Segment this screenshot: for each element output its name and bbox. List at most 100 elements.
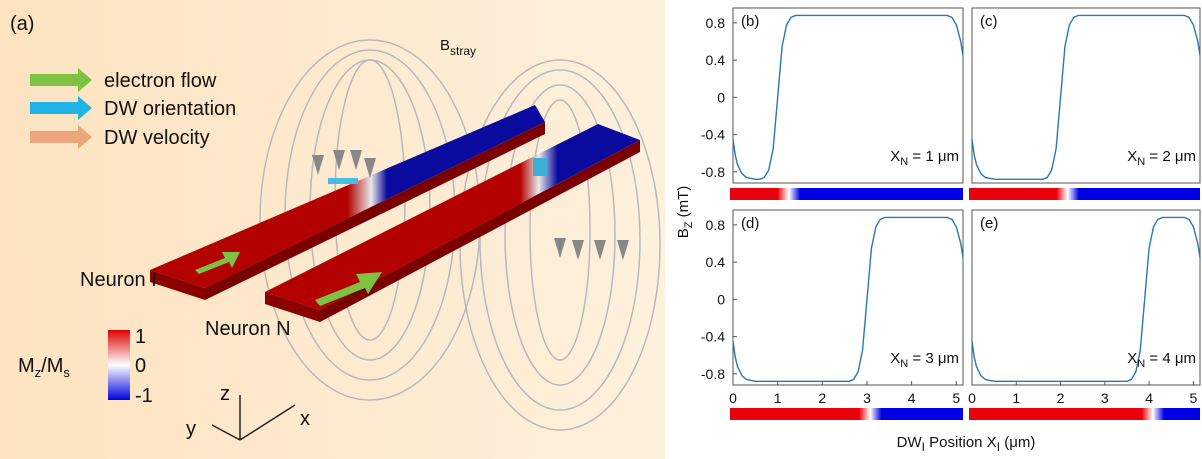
magnetization-strip xyxy=(969,188,1200,200)
data-line xyxy=(732,14,964,180)
label-part: (mT) xyxy=(675,186,692,222)
field-cones xyxy=(312,150,629,260)
y-tick-label: 0.8 xyxy=(706,217,726,233)
plot-frame xyxy=(971,7,1201,184)
stray-label: Bstray xyxy=(440,37,476,58)
x-tick-label: 0 xyxy=(729,390,737,406)
x-tick-label: 2 xyxy=(1057,390,1065,406)
label-part: = 1 μm xyxy=(908,148,959,165)
axis-letter: y xyxy=(186,418,196,440)
annotation: XN = 3 μm xyxy=(890,350,959,370)
y-tick-label: 0 xyxy=(717,291,725,307)
legend-label: DW velocity xyxy=(104,127,210,149)
label-part: M xyxy=(18,355,35,377)
x-axis-label: DWI Position XI (μm) xyxy=(897,434,1036,454)
data-line xyxy=(971,14,1201,180)
plot-frame xyxy=(971,209,1201,386)
subplot: 0.8 0.4 0 -0.4 -0.8 (b) XN = 1 μm xyxy=(701,7,964,200)
x-tick-label: 0 xyxy=(968,390,976,406)
legend-label: electron flow xyxy=(104,70,217,92)
colorbar-tick: -1 xyxy=(135,385,153,407)
neuron-i-bar xyxy=(150,105,545,300)
y-tick-label: -0.4 xyxy=(701,329,725,345)
axis-letter: z xyxy=(220,383,230,405)
colorbar-tick: 0 xyxy=(135,355,146,377)
panel-a: (a) Bstray Neuron I Neuron N Mz/Ms 1 0 xyxy=(0,0,665,459)
label-part: z xyxy=(35,365,42,380)
subplot: 0.80.40-0.4-0.80 1 2 3 4 5(d)XN = 3 μm xyxy=(701,209,964,420)
magnetization-strip xyxy=(730,408,963,420)
label-part: I xyxy=(997,440,1000,454)
y-tick-label: -0.8 xyxy=(701,164,725,180)
magnetization-strip xyxy=(730,188,963,200)
x-tick-label: 3 xyxy=(1101,390,1109,406)
magnetization-strip xyxy=(969,408,1200,420)
colorbar xyxy=(108,330,130,400)
label-part: s xyxy=(63,365,70,380)
label-part: N xyxy=(1137,358,1145,370)
y-tick-label: -0.4 xyxy=(701,127,725,143)
label-part: X xyxy=(890,350,900,367)
stray-label-main: B xyxy=(440,37,450,54)
neuron-label: Neuron I xyxy=(80,269,157,291)
y-tick-label: 0 xyxy=(717,89,725,105)
label-part: (μm) xyxy=(1000,434,1035,451)
legend-label: DW orientation xyxy=(104,98,236,120)
y-axis-label: BZ (mT) xyxy=(675,186,695,239)
subplot: 0 1 2 3 4 5 (e) XN = 4 μm xyxy=(968,209,1201,420)
panel-label: (a) xyxy=(10,13,34,35)
label-part: I xyxy=(922,440,925,454)
annotation: XN = 2 μm xyxy=(1127,148,1196,168)
label-part: Position X xyxy=(925,434,997,451)
legend-arrow xyxy=(30,68,92,92)
label-part: Z xyxy=(683,221,695,228)
label-part: X xyxy=(890,148,900,165)
x-tick-label: 5 xyxy=(1189,390,1197,406)
x-tick-label: 2 xyxy=(818,390,826,406)
colorbar-title: Mz/Ms xyxy=(18,355,70,380)
plot-frame xyxy=(732,209,964,386)
x-tick-label: 1 xyxy=(1012,390,1020,406)
label-part: N xyxy=(1137,156,1145,168)
label-part: = 2 μm xyxy=(1145,148,1196,165)
annotation: XN = 4 μm xyxy=(1127,350,1196,370)
label-part: = 3 μm xyxy=(908,350,959,367)
label-part: = 4 μm xyxy=(1145,350,1196,367)
x-tick-label: 3 xyxy=(863,390,871,406)
label-part: B xyxy=(675,228,692,238)
label-part: N xyxy=(900,358,908,370)
x-tick-label: 1 xyxy=(774,390,782,406)
label-part: N xyxy=(900,156,908,168)
legend-arrow xyxy=(30,125,92,149)
x-tick-label: 5 xyxy=(952,390,960,406)
data-line xyxy=(971,216,1201,382)
neuron-label: Neuron N xyxy=(205,318,291,340)
label-part: X xyxy=(1127,148,1137,165)
x-tick-label: 4 xyxy=(1145,390,1153,406)
data-line xyxy=(732,216,964,382)
subplot: (c) XN = 2 μm xyxy=(969,7,1201,200)
subplot-label: (c) xyxy=(980,13,998,30)
y-tick-label: 0.8 xyxy=(706,15,726,31)
y-tick-label: 0.4 xyxy=(706,52,726,68)
axis-letter: x xyxy=(300,408,310,430)
subplot-label: (e) xyxy=(980,215,998,232)
y-tick-label: 0.4 xyxy=(706,254,726,270)
label-part: /M xyxy=(41,355,63,377)
y-tick-label: -0.8 xyxy=(701,366,725,382)
label-part: X xyxy=(1127,350,1137,367)
label-part: DW xyxy=(897,434,923,451)
annotation: XN = 1 μm xyxy=(890,148,959,168)
x-tick-label: 4 xyxy=(908,390,916,406)
subplot-label: (b) xyxy=(741,13,759,30)
coordinate-axes xyxy=(211,395,296,441)
colorbar-tick: 1 xyxy=(135,326,146,348)
subplot-label: (d) xyxy=(741,215,759,232)
dw-orientation-marker xyxy=(533,158,547,176)
electron-arrow xyxy=(195,252,240,274)
plot-frame xyxy=(732,7,964,184)
legend-arrow xyxy=(30,96,92,120)
stray-label-sub: stray xyxy=(450,44,476,58)
dw-orientation-marker xyxy=(328,178,358,184)
